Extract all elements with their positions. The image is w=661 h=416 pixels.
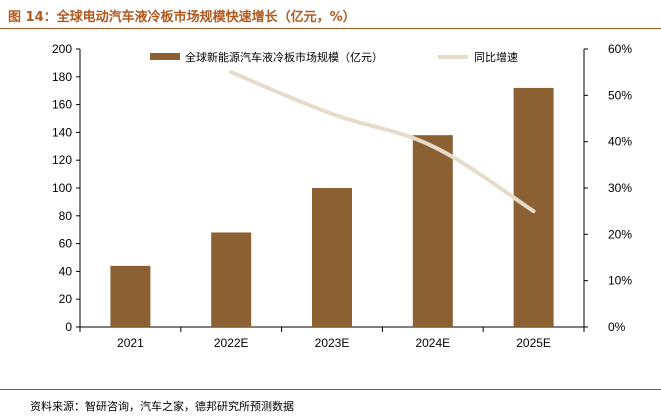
legend-line-label: 同比增速 — [474, 50, 518, 64]
growth-point — [230, 71, 232, 73]
left-tick-label: 100 — [52, 181, 72, 195]
left-tick-label: 200 — [52, 42, 72, 56]
right-tick-label: 60% — [608, 42, 632, 56]
left-tick-label: 40 — [59, 264, 73, 278]
left-tick-label: 140 — [52, 125, 72, 139]
growth-point — [432, 145, 434, 147]
x-tick-label: 2022E — [214, 336, 249, 350]
right-tick-label: 30% — [608, 181, 632, 195]
right-tick-label: 20% — [608, 227, 632, 241]
left-tick-label: 160 — [52, 98, 72, 112]
bar — [110, 265, 151, 327]
x-tick-label: 2024E — [415, 336, 450, 350]
figure-title: 图 14：全球电动汽车液冷板市场规模快速增长（亿元，%） — [8, 10, 356, 25]
x-axis: 2021 2022E 2023E 2024E 2025E — [79, 326, 585, 350]
right-y-axis: 0% 10% 20% 30% 40% 50% 60% — [583, 42, 632, 334]
legend: 全球新能源汽车液冷板市场规模（亿元） 同比增速 — [150, 50, 518, 64]
growth-point — [533, 210, 535, 212]
right-tick-label: 50% — [608, 88, 632, 102]
x-tick-label: 2021 — [117, 336, 144, 350]
bar — [312, 188, 352, 327]
growth-line-series — [229, 70, 536, 214]
left-tick-label: 120 — [52, 153, 72, 167]
legend-bar-swatch — [150, 53, 180, 60]
title-divider — [0, 28, 661, 29]
left-tick-label: 80 — [59, 209, 73, 223]
right-tick-label: 0% — [608, 320, 626, 334]
source-note: 资料来源：智研咨询，汽车之家，德邦研究所预测数据 — [30, 400, 294, 413]
bar — [211, 232, 252, 327]
left-tick-label: 60 — [59, 237, 73, 251]
legend-bar-label: 全球新能源汽车液冷板市场规模（亿元） — [185, 50, 383, 64]
growth-point — [331, 113, 333, 115]
right-tick-label: 40% — [608, 135, 632, 149]
chart: 0 20 40 60 80 100 120 140 160 180 200 0% 10% 20% 30% 4… — [52, 42, 632, 350]
bar — [513, 87, 554, 327]
left-tick-label: 20 — [59, 292, 73, 306]
left-tick-label: 180 — [52, 70, 72, 84]
bar-series — [110, 87, 554, 327]
right-tick-label: 10% — [608, 274, 632, 288]
x-tick-label: 2023E — [315, 336, 350, 350]
bar — [412, 135, 453, 327]
left-tick-label: 0 — [65, 320, 72, 334]
source-divider — [0, 389, 661, 390]
left-y-axis: 0 20 40 60 80 100 120 140 160 180 200 — [52, 42, 81, 334]
growth-line — [229, 70, 536, 214]
x-tick-label: 2025E — [516, 336, 551, 350]
